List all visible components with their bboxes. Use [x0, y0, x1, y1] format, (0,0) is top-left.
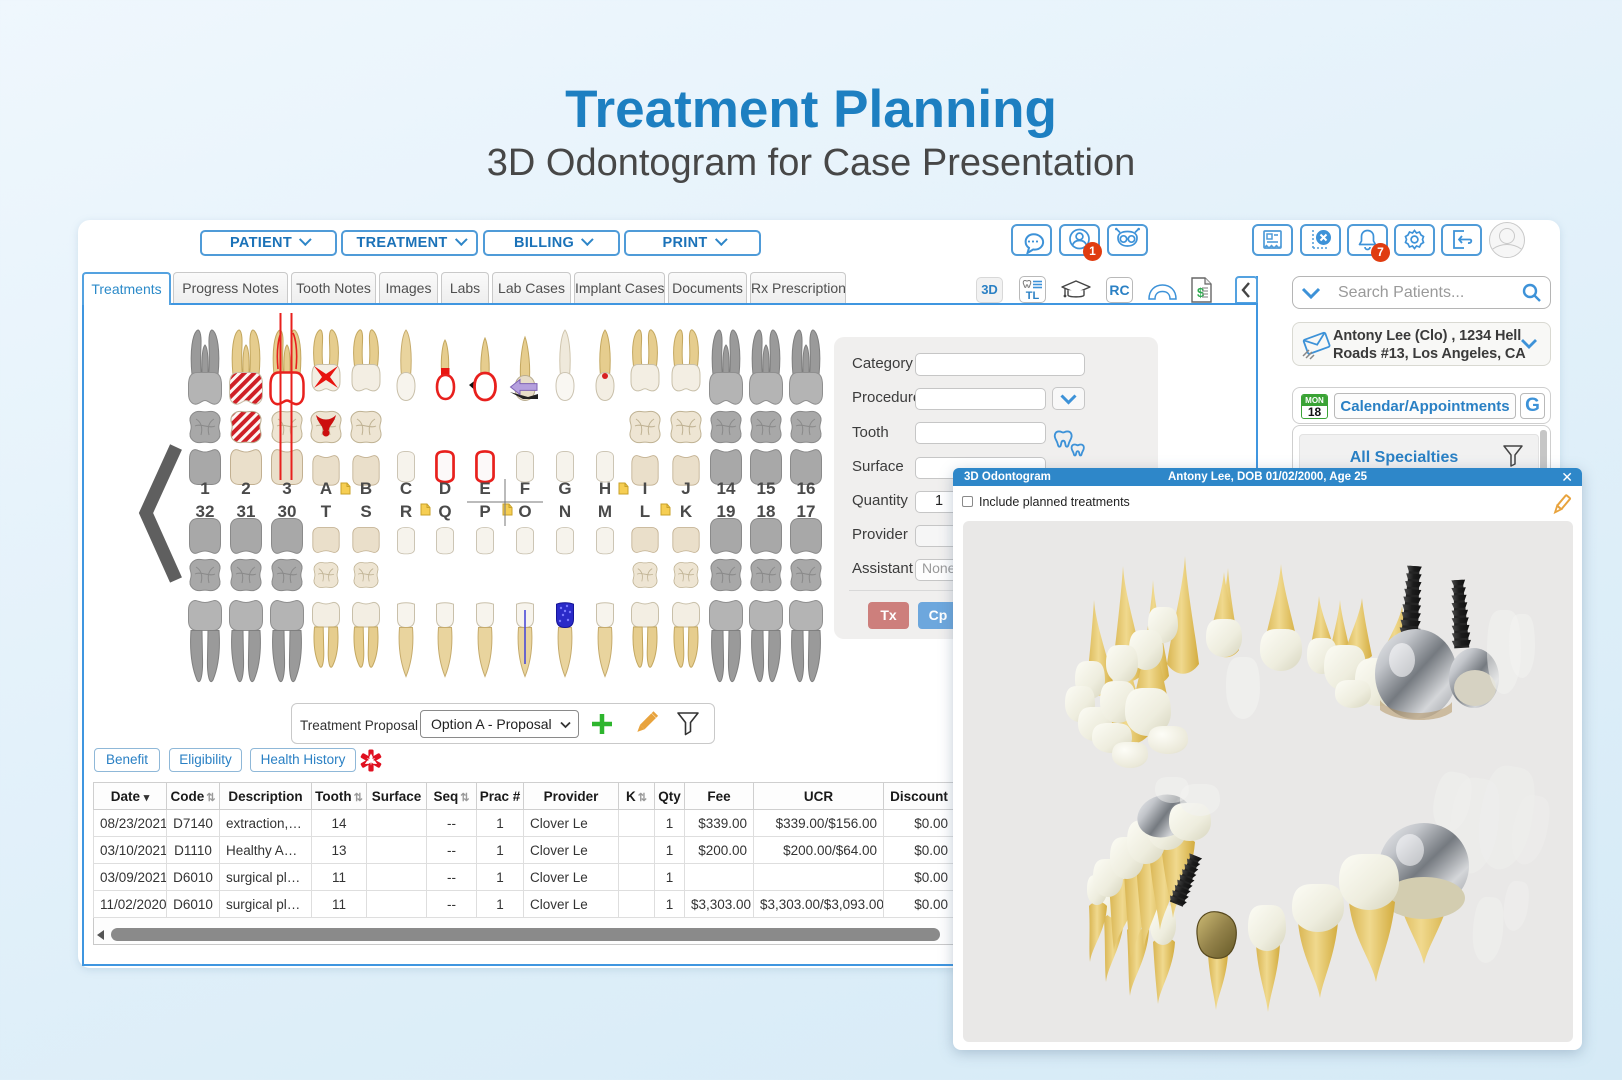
- svg-text:18: 18: [757, 502, 776, 521]
- svg-text:3: 3: [282, 479, 291, 498]
- svg-text:19: 19: [717, 502, 736, 521]
- svg-text:K: K: [680, 502, 693, 521]
- svg-text:TL: TL: [1026, 290, 1040, 302]
- svg-text:M: M: [598, 502, 612, 521]
- svg-text:E: E: [479, 479, 490, 498]
- svg-text:15: 15: [757, 479, 776, 498]
- svg-text:14: 14: [717, 479, 736, 498]
- svg-text:H: H: [599, 479, 611, 498]
- svg-text:$: $: [1197, 285, 1205, 300]
- svg-text:16: 16: [797, 479, 816, 498]
- svg-text:C: C: [400, 479, 412, 498]
- svg-text:D: D: [439, 479, 451, 498]
- svg-text:1: 1: [200, 479, 209, 498]
- svg-text:N: N: [559, 502, 571, 521]
- svg-text:32: 32: [196, 502, 215, 521]
- svg-text:30: 30: [278, 502, 297, 521]
- svg-text:L: L: [640, 502, 650, 521]
- svg-text:17: 17: [797, 502, 816, 521]
- svg-text:R: R: [400, 502, 412, 521]
- svg-text:S: S: [360, 502, 371, 521]
- svg-text:B: B: [360, 479, 372, 498]
- svg-text:J: J: [681, 479, 690, 498]
- svg-text:P: P: [479, 502, 490, 521]
- svg-text:T: T: [321, 502, 332, 521]
- svg-text:G: G: [558, 479, 571, 498]
- svg-text:Q: Q: [438, 502, 451, 521]
- svg-text:O: O: [518, 502, 531, 521]
- svg-text:F: F: [520, 479, 530, 498]
- svg-text:I: I: [643, 479, 648, 498]
- svg-text:A: A: [320, 479, 332, 498]
- svg-text:31: 31: [237, 502, 256, 521]
- svg-text:2: 2: [241, 479, 250, 498]
